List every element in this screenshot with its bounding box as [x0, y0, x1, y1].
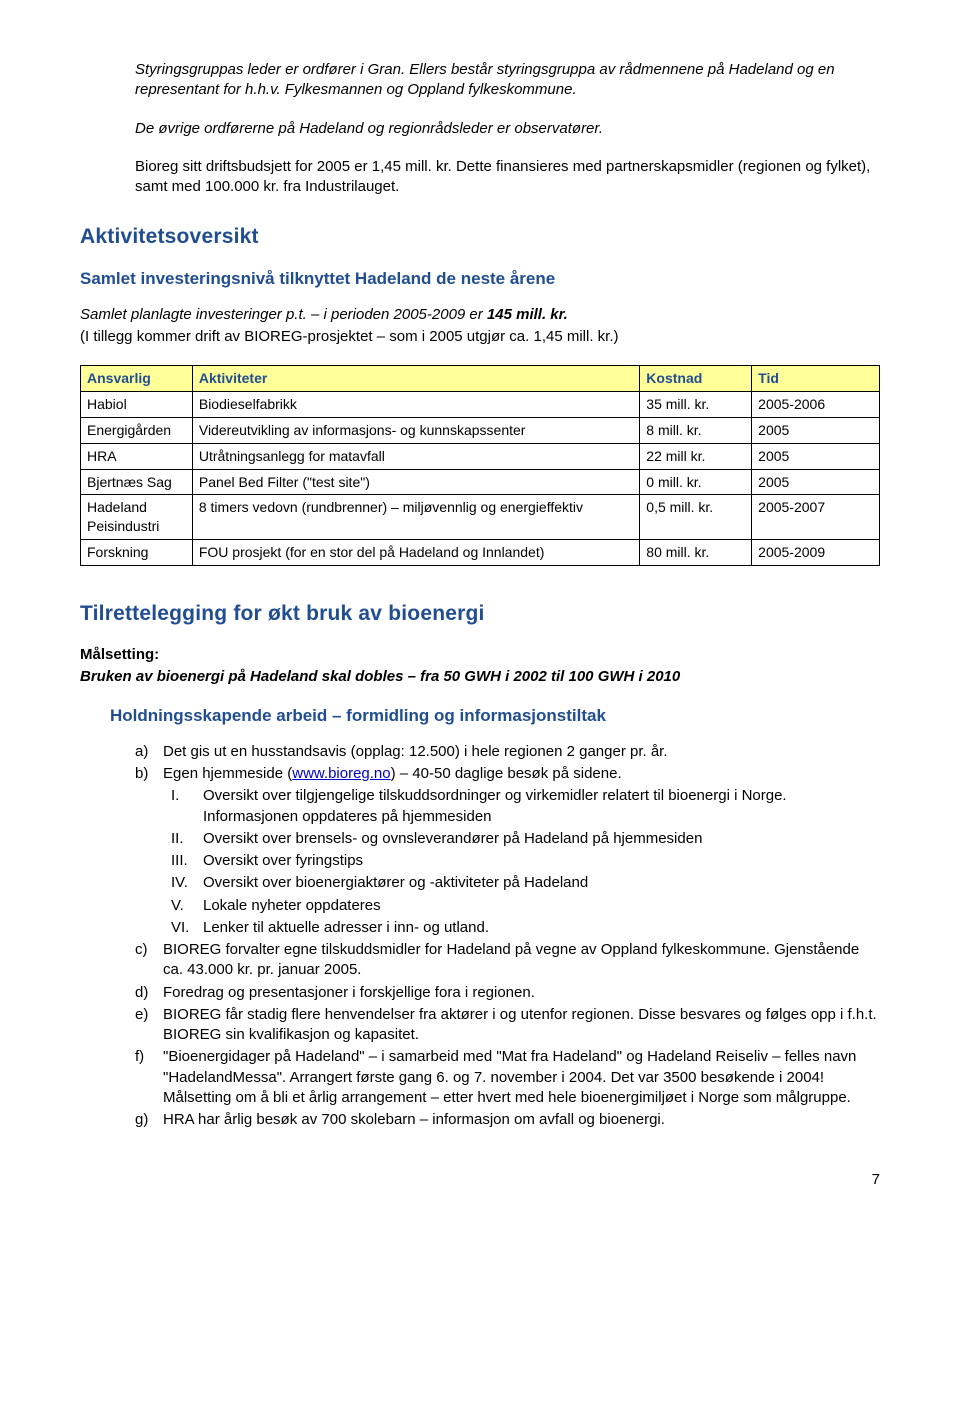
list-text: Oversikt over fyringstips: [203, 851, 880, 871]
list-text: "Bioenergidager på Hadeland" – i samarbe…: [163, 1047, 880, 1108]
list-marker: c): [135, 940, 163, 981]
list-text: Foredrag og presentasjoner i forskjellig…: [163, 983, 880, 1003]
list-marker: I.: [171, 786, 203, 827]
list-item: V. Lokale nyheter oppdateres: [171, 896, 880, 916]
cell: Forskning: [81, 540, 193, 566]
cell: Biodieselfabrikk: [192, 391, 639, 417]
cell: 2005-2007: [752, 495, 880, 540]
list-text: HRA har årlig besøk av 700 skolebarn – i…: [163, 1110, 880, 1130]
cell: HRA: [81, 443, 193, 469]
cell: Panel Bed Filter ("test site"): [192, 469, 639, 495]
cell: 2005-2006: [752, 391, 880, 417]
list-item: b) Egen hjemmeside (www.bioreg.no) – 40-…: [135, 764, 880, 784]
intro-paragraph-2: De øvrige ordførerne på Hadeland og regi…: [135, 119, 880, 139]
th-ansvarlig: Ansvarlig: [81, 366, 193, 392]
list-marker: e): [135, 1005, 163, 1046]
th-tid: Tid: [752, 366, 880, 392]
cell: Utråtningsanlegg for matavfall: [192, 443, 639, 469]
activity-subheading: Samlet investeringsnivå tilknyttet Hadel…: [80, 268, 880, 291]
activity-table: Ansvarlig Aktiviteter Kostnad Tid Habiol…: [80, 365, 880, 566]
bioreg-link[interactable]: www.bioreg.no: [292, 765, 390, 782]
table-row: Habiol Biodieselfabrikk 35 mill. kr. 200…: [81, 391, 880, 417]
cell: Hadeland Peisindustri: [81, 495, 193, 540]
cell: Bjertnæs Sag: [81, 469, 193, 495]
cell: 2005: [752, 443, 880, 469]
list-item: c) BIOREG forvalter egne tilskuddsmidler…: [135, 940, 880, 981]
list-item: a) Det gis ut en husstandsavis (opplag: …: [135, 742, 880, 762]
lettered-list: a) Det gis ut en husstandsavis (opplag: …: [135, 742, 880, 1131]
list-marker: f): [135, 1047, 163, 1108]
list-text: Lokale nyheter oppdateres: [203, 896, 880, 916]
table-row: Forskning FOU prosjekt (for en stor del …: [81, 540, 880, 566]
list-text: BIOREG får stadig flere henvendelser fra…: [163, 1005, 880, 1046]
intro-paragraph-3: Bioreg sitt driftsbudsjett for 2005 er 1…: [135, 157, 880, 198]
tilrette-heading: Tilrettelegging for økt bruk av bioenerg…: [80, 600, 880, 628]
cell: 0 mill. kr.: [640, 469, 752, 495]
list-marker: g): [135, 1110, 163, 1130]
item-b-pre: Egen hjemmeside (: [163, 765, 292, 782]
list-text: Lenker til aktuelle adresser i inn- og u…: [203, 918, 880, 938]
list-item: III. Oversikt over fyringstips: [171, 851, 880, 871]
cell: 0,5 mill. kr.: [640, 495, 752, 540]
list-text: Egen hjemmeside (www.bioreg.no) – 40-50 …: [163, 764, 880, 784]
list-marker: III.: [171, 851, 203, 871]
list-item: I. Oversikt over tilgjengelige tilskudds…: [171, 786, 880, 827]
cell: 22 mill kr.: [640, 443, 752, 469]
cell: 8 timers vedovn (rundbrenner) – miljøven…: [192, 495, 639, 540]
list-item: II. Oversikt over brensels- og ovnslever…: [171, 829, 880, 849]
intro-paragraph-1: Styringsgruppas leder er ordfører i Gran…: [135, 60, 880, 101]
list-marker: II.: [171, 829, 203, 849]
list-text: BIOREG forvalter egne tilskuddsmidler fo…: [163, 940, 880, 981]
table-row: Bjertnæs Sag Panel Bed Filter ("test sit…: [81, 469, 880, 495]
cell: 8 mill. kr.: [640, 417, 752, 443]
list-item: d) Foredrag og presentasjoner i forskjel…: [135, 983, 880, 1003]
cell: FOU prosjekt (for en stor del på Hadelan…: [192, 540, 639, 566]
item-b-post: ) – 40-50 daglige besøk på sidene.: [391, 765, 622, 782]
table-row: Energigården Videreutvikling av informas…: [81, 417, 880, 443]
list-item: VI. Lenker til aktuelle adresser i inn- …: [171, 918, 880, 938]
cell: Habiol: [81, 391, 193, 417]
list-item: IV. Oversikt over bioenergiaktører og -a…: [171, 873, 880, 893]
cell: 35 mill. kr.: [640, 391, 752, 417]
activity-invest-note: (I tillegg kommer drift av BIOREG-prosje…: [80, 327, 880, 347]
th-kostnad: Kostnad: [640, 366, 752, 392]
cell: 2005: [752, 469, 880, 495]
list-item: f) "Bioenergidager på Hadeland" – i sama…: [135, 1047, 880, 1108]
mal-label-line: Målsetting:: [80, 645, 880, 665]
list-marker: b): [135, 764, 163, 784]
th-aktiviteter: Aktiviteter: [192, 366, 639, 392]
page-number: 7: [80, 1170, 880, 1190]
cell: Energigården: [81, 417, 193, 443]
activity-invest-line: Samlet planlagte investeringer p.t. – i …: [80, 305, 880, 325]
table-header-row: Ansvarlig Aktiviteter Kostnad Tid: [81, 366, 880, 392]
list-marker: IV.: [171, 873, 203, 893]
roman-sublist: I. Oversikt over tilgjengelige tilskudds…: [171, 786, 880, 938]
list-marker: VI.: [171, 918, 203, 938]
activity-invest-text: Samlet planlagte investeringer p.t. – i …: [80, 306, 487, 323]
mal-label: Målsetting:: [80, 646, 159, 663]
cell: 2005-2009: [752, 540, 880, 566]
list-text: Oversikt over bioenergiaktører og -aktiv…: [203, 873, 880, 893]
table-row: HRA Utråtningsanlegg for matavfall 22 mi…: [81, 443, 880, 469]
list-marker: a): [135, 742, 163, 762]
table-row: Hadeland Peisindustri 8 timers vedovn (r…: [81, 495, 880, 540]
mal-text: Bruken av bioenergi på Hadeland skal dob…: [80, 667, 880, 687]
activity-invest-amount: 145 mill. kr.: [487, 306, 568, 323]
cell: 2005: [752, 417, 880, 443]
cell: 80 mill. kr.: [640, 540, 752, 566]
holdning-heading: Holdningsskapende arbeid – formidling og…: [110, 705, 880, 728]
list-marker: V.: [171, 896, 203, 916]
list-marker: d): [135, 983, 163, 1003]
list-text: Oversikt over tilgjengelige tilskuddsord…: [203, 786, 880, 827]
list-text: Det gis ut en husstandsavis (opplag: 12.…: [163, 742, 880, 762]
cell: Videreutvikling av informasjons- og kunn…: [192, 417, 639, 443]
list-item: e) BIOREG får stadig flere henvendelser …: [135, 1005, 880, 1046]
list-text: Oversikt over brensels- og ovnsleverandø…: [203, 829, 880, 849]
activity-heading: Aktivitetsoversikt: [80, 223, 880, 251]
list-item: g) HRA har årlig besøk av 700 skolebarn …: [135, 1110, 880, 1130]
